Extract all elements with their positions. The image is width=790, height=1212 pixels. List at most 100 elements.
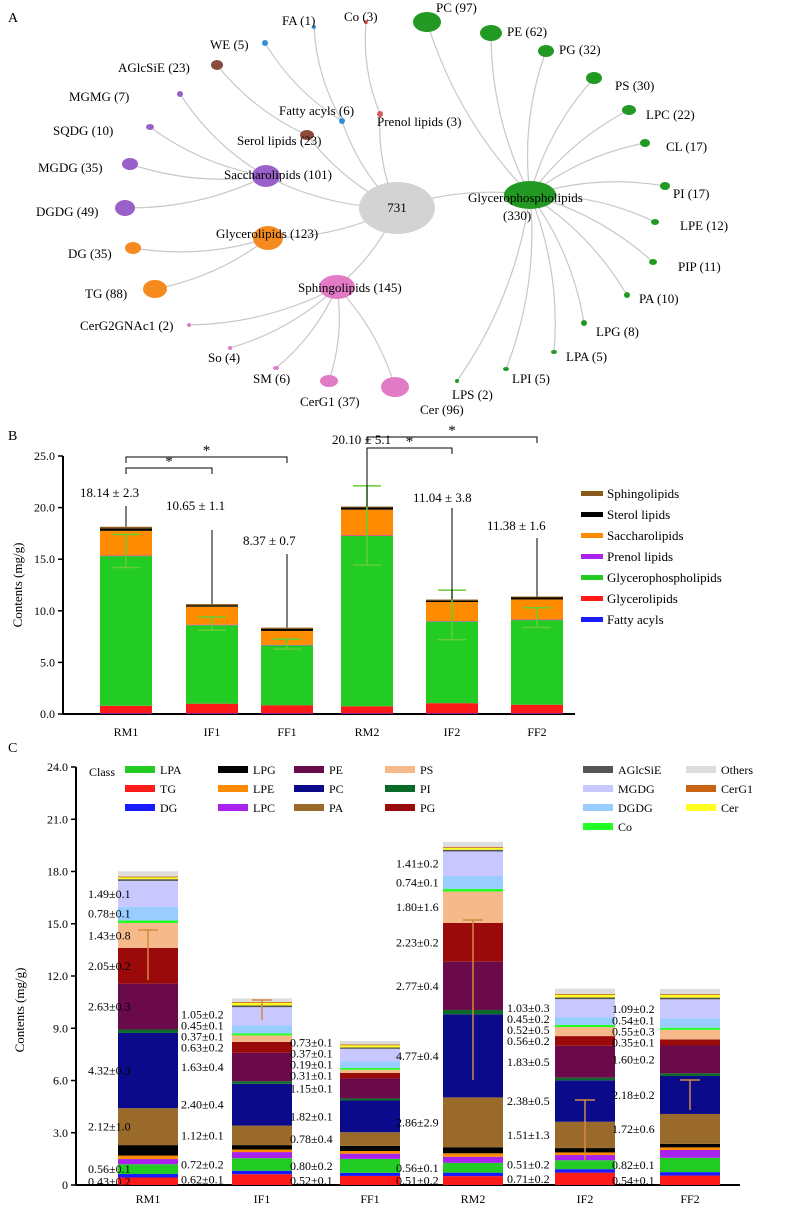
legend-swatch-c <box>686 804 716 811</box>
network-child-node <box>651 219 659 225</box>
network-group-count: (330) <box>503 208 531 223</box>
network-child-node <box>649 259 657 265</box>
bar-segment-c <box>118 1159 178 1165</box>
y-tick-label-b: 15.0 <box>34 552 55 566</box>
legend-swatch-c <box>686 766 716 773</box>
bar-segment-b <box>100 713 152 714</box>
network-center-label: 731 <box>387 200 407 215</box>
network-edge-group-child <box>529 194 654 263</box>
bar-segment-c <box>232 1158 292 1171</box>
data-label-c: 1.60±0.2 <box>612 1052 655 1066</box>
network-group-node <box>252 165 280 187</box>
network-group-label: Saccharolipids (101) <box>224 167 332 182</box>
network-child-node <box>125 242 141 254</box>
bar-segment-c <box>340 1100 400 1133</box>
bar-segment-c <box>660 1175 720 1185</box>
data-label-c: 0.35±0.1 <box>612 1035 655 1049</box>
network-child-label: DGDG (49) <box>36 204 98 219</box>
network-child-label: CL (17) <box>666 139 707 154</box>
bar-segment-c <box>118 1155 178 1160</box>
legend-label-c: DGDG <box>618 801 653 815</box>
x-tick-label-c: FF1 <box>360 1192 379 1206</box>
network-edge-group-child <box>336 286 396 388</box>
network-child-node <box>273 366 279 370</box>
bar-total-label-b: 18.14 ± 2.3 <box>80 485 139 500</box>
network-child-node <box>455 379 459 383</box>
bar-segment-c <box>340 1040 400 1045</box>
bar-segment-c <box>340 1044 400 1046</box>
bar-segment-c <box>232 1149 292 1153</box>
network-edge-group-child <box>529 194 556 353</box>
legend-label-b: Glycerophospholipids <box>607 570 722 585</box>
x-tick-label-c: IF2 <box>577 1192 594 1206</box>
bar-segment-b <box>261 630 313 645</box>
network-group-node <box>504 181 556 209</box>
y-tick-label-c: 21.0 <box>47 812 68 826</box>
data-label-c: 0.19±0.1 <box>290 1058 333 1072</box>
bar-segment-c <box>443 849 503 852</box>
network-child-label: MGMG (7) <box>69 89 129 104</box>
bar-segment-b <box>511 597 563 600</box>
bar-segment-c <box>340 1158 400 1173</box>
y-tick-label-c: 9.0 <box>53 1021 68 1035</box>
network-edge-group-child <box>490 32 531 196</box>
y-tick-label-b: 25.0 <box>34 449 55 463</box>
network-edge-group-child <box>216 64 308 136</box>
network-child-node <box>538 45 554 57</box>
bar-segment-c <box>118 1164 178 1175</box>
bar-segment-c <box>232 1152 292 1159</box>
y-tick-label-c: 3.0 <box>53 1126 68 1140</box>
network-child-label: SM (6) <box>253 371 290 386</box>
data-label-c: 2.05±0.2 <box>88 959 131 973</box>
significance-star-b: * <box>406 434 414 450</box>
legend-swatch-b <box>581 575 603 580</box>
network-child-label: So (4) <box>208 350 240 365</box>
x-tick-label-b: IF2 <box>444 725 461 739</box>
network-child-label: PIP (11) <box>678 259 721 274</box>
network-child-node <box>660 182 670 190</box>
network-child-node <box>211 60 223 70</box>
network-edge-group-child <box>313 26 343 122</box>
legend-swatch-c <box>583 766 613 773</box>
bar-segment-c <box>340 1145 400 1152</box>
x-tick-label-c: RM1 <box>136 1192 161 1206</box>
network-center-node <box>359 182 435 234</box>
network-edge-group-child <box>529 194 628 296</box>
bar-segment-c <box>340 1045 400 1048</box>
data-label-c: 0.45±0.1 <box>181 1018 224 1032</box>
data-label-c: 2.63±0.3 <box>88 1000 131 1014</box>
y-tick-label-b: 10.0 <box>34 604 55 618</box>
y-axis-title-b: Contents (mg/g) <box>10 543 25 628</box>
legend-label-c: Others <box>721 763 753 777</box>
network-group-node <box>253 226 283 250</box>
network-child-node <box>581 320 587 326</box>
network-child-label: FA (1) <box>282 13 315 28</box>
network-child-label: PA (10) <box>639 291 679 306</box>
network-group-node <box>377 111 383 117</box>
data-label-c: 0.82±0.1 <box>612 1158 655 1172</box>
bar-segment-c <box>555 1017 615 1025</box>
network-edge-group-child <box>526 50 547 196</box>
bar-segment-c <box>443 851 503 877</box>
network-child-node <box>143 280 167 298</box>
bar-segment-b <box>511 596 563 598</box>
bar-segment-c <box>340 1175 400 1185</box>
network-edge-group-child <box>364 21 381 115</box>
bar-segment-c <box>443 1162 503 1173</box>
bar-segment-c <box>555 1024 615 1028</box>
legend-swatch-c <box>583 785 613 792</box>
legend-swatch-b <box>581 554 603 559</box>
network-group-label: Glycerolipids (123) <box>216 226 318 241</box>
network-child-label: LPA (5) <box>566 349 607 364</box>
x-tick-label-b: IF1 <box>204 725 221 739</box>
network-child-label: DG (35) <box>68 246 112 261</box>
network-edge-group-child <box>188 286 338 326</box>
bar-segment-b <box>100 528 152 531</box>
bar-segment-b <box>186 625 238 704</box>
network-edge-group-child <box>154 237 269 290</box>
legend-title-c: Class <box>89 765 115 779</box>
bar-segment-c <box>340 1132 400 1146</box>
data-label-c: 0.37±0.1 <box>181 1029 224 1043</box>
legend-label-c: Cer <box>721 801 738 815</box>
data-label-c: 1.80±1.6 <box>396 900 439 914</box>
